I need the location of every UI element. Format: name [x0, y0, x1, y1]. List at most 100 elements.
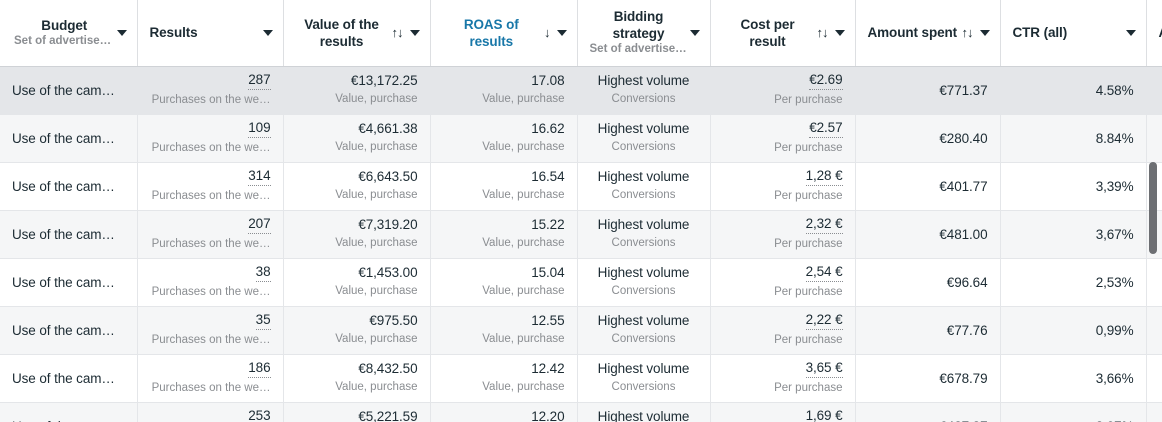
- table-row[interactable]: Use of the cam… 38 Purchases on the we… €1,…: [0, 258, 1162, 307]
- column-header-controls: [116, 29, 127, 36]
- chevron-down-icon[interactable]: [689, 29, 700, 36]
- cell-subvalue: Purchases on the we…: [151, 333, 271, 346]
- column-header-partial[interactable]: A p: [1146, 0, 1162, 67]
- column-header-cpr[interactable]: Cost per result ↑↓: [710, 0, 856, 67]
- sort-both-icon[interactable]: ↑↓: [391, 25, 404, 41]
- column-header-subtitle: Set of advertiseme…: [14, 34, 115, 47]
- cell-cpr: 3,65 € Per purchase: [710, 354, 856, 403]
- column-header-ctr[interactable]: CTR (all): [1000, 0, 1147, 67]
- column-header-subtitle: Set of advertiseme…: [589, 43, 688, 56]
- cell-bidding: Highest volume Conversions: [577, 66, 711, 115]
- cell-value: €6,643.50 Value, purchase: [283, 162, 431, 211]
- vertical-scrollbar[interactable]: [1146, 66, 1160, 422]
- cell-subvalue: Purchases on the we…: [151, 93, 271, 106]
- cell-ctr: 4.58%: [1000, 66, 1147, 115]
- cell-value[interactable]: 1,28 €: [805, 168, 843, 186]
- cell-value[interactable]: 207: [248, 216, 271, 234]
- cell-value: €678.79: [939, 370, 988, 386]
- cell-value[interactable]: 38: [255, 264, 271, 282]
- cell-value[interactable]: 314: [248, 168, 271, 186]
- cell-value[interactable]: €2.57: [809, 120, 843, 138]
- cell-value[interactable]: 35: [255, 312, 271, 330]
- cell-value: €96.64: [946, 274, 988, 290]
- cell-cpr: 1,28 € Per purchase: [710, 162, 856, 211]
- cell-value[interactable]: 109: [248, 120, 271, 138]
- cell-value: Use of the cam…: [12, 226, 115, 242]
- chevron-down-icon[interactable]: [409, 29, 420, 36]
- chevron-down-icon[interactable]: [834, 29, 845, 36]
- column-header-title: Results: [149, 25, 198, 41]
- cell-subvalue: Per purchase: [774, 333, 843, 346]
- cell-value: €6,643.50: [358, 169, 418, 184]
- table-row[interactable]: Use of the cam… 207 Purchases on the we… €7…: [0, 210, 1162, 259]
- cell-bidding: Highest volume Conversions: [577, 258, 711, 307]
- cell-budget: Use of the cam…: [0, 66, 138, 115]
- table-row[interactable]: Use of the cam… 35 Purchases on the we… €97…: [0, 306, 1162, 355]
- cell-value[interactable]: 287: [248, 72, 271, 90]
- table-row[interactable]: Use of the cam…253Purchases on the we…€5…: [0, 402, 1162, 422]
- cell-ctr: 2,53%: [1000, 258, 1147, 307]
- cell-subvalue: Value, purchase: [335, 237, 418, 249]
- cell-results: 38 Purchases on the we…: [137, 258, 284, 307]
- cell-subvalue: Value, purchase: [482, 189, 565, 201]
- cell-value: Highest volume: [597, 169, 690, 184]
- cell-spent: €280.40: [855, 114, 1001, 163]
- cell-results: 287 Purchases on the we…: [137, 66, 284, 115]
- sort-desc-icon[interactable]: ↓: [544, 25, 550, 41]
- cell-results: 207 Purchases on the we…: [137, 210, 284, 259]
- table-row[interactable]: Use of the cam… 186 Purchases on the we… €8…: [0, 354, 1162, 403]
- sort-both-icon[interactable]: ↑↓: [816, 25, 829, 41]
- chevron-down-icon[interactable]: [262, 29, 273, 36]
- column-header-spent[interactable]: Amount spent ↑↓: [855, 0, 1001, 67]
- cell-value: 4.58%: [1095, 82, 1134, 98]
- vertical-scrollbar-thumb[interactable]: [1149, 162, 1157, 254]
- column-header-title: ROAS of results: [463, 16, 519, 49]
- cell-value[interactable]: 186: [248, 360, 271, 378]
- cell-value[interactable]: 253: [248, 408, 270, 422]
- cell-value: €7,319.20: [358, 217, 418, 232]
- cell-value: 12.55: [531, 313, 565, 328]
- column-header-value[interactable]: Value of the results ↑↓: [283, 0, 431, 67]
- table-row[interactable]: Use of the cam… 109 Purchases on the we… €4…: [0, 114, 1162, 163]
- cell-cpr: 1,69 €Per purchase: [710, 402, 856, 422]
- cell-value[interactable]: 2,54 €: [805, 264, 843, 282]
- column-header-controls: ↑↓: [962, 26, 990, 39]
- chevron-down-icon[interactable]: [116, 29, 127, 36]
- cell-subvalue: Per purchase: [774, 141, 843, 154]
- chevron-down-icon[interactable]: [979, 29, 990, 36]
- chevron-down-icon[interactable]: [1125, 29, 1136, 36]
- cell-results: 253Purchases on the we…: [137, 402, 284, 422]
- cell-subvalue: Value, purchase: [482, 333, 565, 345]
- cell-roas: 16.62 Value, purchase: [430, 114, 578, 163]
- cell-subvalue: Value, purchase: [482, 141, 565, 153]
- column-header-controls: ↑↓: [392, 26, 420, 39]
- table-row[interactable]: Use of the cam… 314 Purchases on the we… €6…: [0, 162, 1162, 211]
- cell-roas: 15.22 Value, purchase: [430, 210, 578, 259]
- cell-value: 16.62: [531, 121, 565, 136]
- chevron-down-icon[interactable]: [556, 29, 567, 36]
- cell-value[interactable]: 2,32 €: [805, 216, 843, 234]
- cell-budget: Use of the cam…: [0, 114, 138, 163]
- sort-both-icon[interactable]: ↑↓: [961, 25, 974, 41]
- column-header-roas[interactable]: ROAS of results ↓: [430, 0, 578, 67]
- cell-budget: Use of the cam…: [0, 162, 138, 211]
- cell-value: 3,66%: [1095, 370, 1134, 386]
- column-header-controls: ↑↓: [817, 26, 845, 39]
- table-row[interactable]: Use of the cam… 287 Purchases on the we… €1…: [0, 66, 1162, 115]
- cell-spent: €96.64: [855, 258, 1001, 307]
- cell-value[interactable]: 2,22 €: [805, 312, 843, 330]
- cell-value[interactable]: 3,65 €: [805, 360, 843, 378]
- cell-subvalue: Purchases on the we…: [151, 141, 271, 154]
- cell-value: Use of the cam…: [12, 130, 115, 146]
- cell-value: €5,221.59: [358, 409, 418, 422]
- cell-value[interactable]: €2.69: [809, 72, 843, 90]
- cell-value: Highest volume: [597, 217, 690, 232]
- cell-spent: €77.76: [855, 306, 1001, 355]
- column-header-results[interactable]: Results: [137, 0, 284, 67]
- cell-value: €7,319.20 Value, purchase: [283, 210, 431, 259]
- cell-value[interactable]: 1,69 €: [806, 408, 843, 422]
